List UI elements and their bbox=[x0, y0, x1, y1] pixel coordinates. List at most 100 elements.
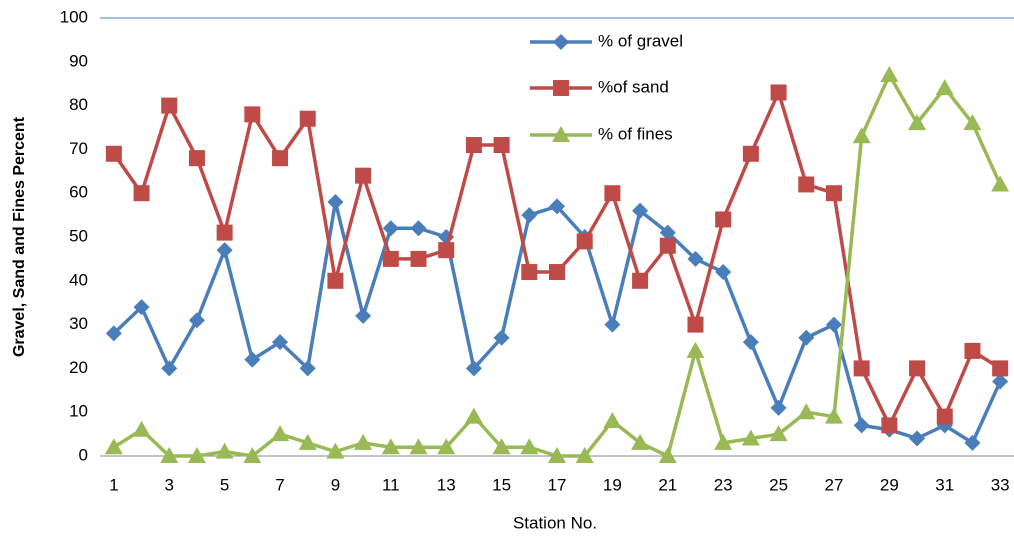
x-tick-label: 9 bbox=[331, 475, 340, 494]
x-tick-label: 13 bbox=[437, 475, 456, 494]
data-point bbox=[742, 334, 759, 351]
x-tick-label: 27 bbox=[825, 475, 844, 494]
legend-label: % of fines bbox=[598, 124, 673, 143]
data-point bbox=[521, 207, 538, 224]
x-tick-label: 25 bbox=[769, 475, 788, 494]
data-point bbox=[715, 264, 732, 281]
data-point bbox=[769, 425, 788, 442]
data-point bbox=[133, 185, 150, 202]
y-tick-label: 70 bbox=[69, 139, 88, 158]
data-point bbox=[825, 185, 842, 202]
data-point bbox=[604, 316, 621, 333]
data-point bbox=[355, 307, 372, 324]
x-tick-label: 11 bbox=[382, 475, 400, 494]
data-point bbox=[908, 114, 927, 131]
data-point bbox=[964, 342, 981, 359]
data-point bbox=[465, 137, 482, 154]
data-point bbox=[549, 198, 565, 215]
data-point bbox=[853, 417, 870, 434]
y-tick-label: 20 bbox=[69, 358, 88, 377]
data-point bbox=[909, 360, 926, 377]
x-tick-label: 1 bbox=[109, 475, 118, 494]
data-point bbox=[216, 242, 233, 259]
y-tick-label: 80 bbox=[69, 95, 88, 114]
data-point bbox=[160, 447, 179, 463]
data-point bbox=[465, 360, 482, 377]
data-point bbox=[161, 97, 178, 114]
data-point bbox=[243, 447, 262, 463]
x-tick-label: 29 bbox=[880, 475, 899, 494]
data-point bbox=[825, 316, 842, 333]
data-point bbox=[991, 175, 1010, 192]
data-point bbox=[272, 334, 289, 351]
data-point bbox=[215, 442, 234, 459]
data-point bbox=[355, 167, 372, 184]
data-point bbox=[659, 237, 676, 254]
data-point bbox=[604, 185, 621, 202]
x-tick-label: 15 bbox=[492, 475, 511, 494]
data-point bbox=[187, 447, 206, 463]
data-point bbox=[410, 220, 427, 237]
data-point bbox=[992, 360, 1009, 377]
data-point bbox=[382, 220, 399, 237]
data-point bbox=[493, 329, 510, 346]
data-point bbox=[992, 373, 1009, 390]
data-point bbox=[464, 407, 483, 424]
data-point bbox=[687, 316, 704, 333]
legend-marker bbox=[553, 80, 569, 96]
x-tick-label: 19 bbox=[603, 475, 622, 494]
y-tick-label: 30 bbox=[69, 314, 88, 333]
data-point bbox=[382, 250, 399, 267]
data-point bbox=[632, 272, 649, 289]
data-point bbox=[105, 145, 122, 162]
data-point bbox=[327, 193, 344, 210]
data-point bbox=[437, 438, 456, 455]
data-point bbox=[770, 399, 787, 416]
y-tick-label: 0 bbox=[79, 445, 88, 464]
data-point bbox=[936, 408, 953, 425]
y-tick-label: 90 bbox=[69, 51, 88, 70]
y-axis-title: Gravel, Sand and Fines Percent bbox=[11, 116, 28, 357]
data-point bbox=[770, 84, 787, 101]
data-point bbox=[798, 176, 815, 193]
data-point bbox=[410, 250, 427, 267]
data-point bbox=[659, 224, 676, 241]
data-point bbox=[216, 224, 233, 241]
data-point bbox=[714, 433, 733, 450]
data-point bbox=[658, 447, 677, 463]
x-tick-label: 31 bbox=[935, 475, 954, 494]
data-point bbox=[299, 110, 316, 127]
x-tick-label: 7 bbox=[275, 475, 284, 494]
x-tick-label: 21 bbox=[658, 475, 677, 494]
data-point bbox=[133, 299, 150, 316]
data-point bbox=[188, 312, 205, 329]
x-tick-label: 3 bbox=[165, 475, 174, 494]
y-tick-label: 10 bbox=[69, 402, 88, 421]
data-point bbox=[963, 114, 982, 131]
data-point bbox=[272, 150, 289, 167]
data-point bbox=[327, 272, 344, 289]
data-point bbox=[104, 438, 123, 455]
data-point bbox=[299, 360, 316, 377]
data-point bbox=[909, 430, 926, 447]
data-point bbox=[244, 106, 261, 123]
legend-label: % of gravel bbox=[598, 31, 683, 50]
x-tick-label: 5 bbox=[220, 475, 229, 494]
data-point bbox=[326, 442, 345, 459]
data-point bbox=[105, 325, 122, 342]
data-point bbox=[742, 145, 759, 162]
data-point bbox=[935, 79, 954, 96]
x-tick-label: 17 bbox=[548, 475, 567, 494]
data-point bbox=[409, 438, 428, 455]
data-point bbox=[824, 407, 843, 424]
legend-label: %of sand bbox=[598, 77, 669, 96]
data-point bbox=[492, 438, 511, 455]
y-tick-label: 50 bbox=[69, 226, 88, 245]
data-point bbox=[520, 438, 539, 455]
data-point bbox=[880, 65, 899, 82]
data-point bbox=[631, 433, 650, 450]
data-point bbox=[161, 360, 178, 377]
data-point bbox=[298, 433, 317, 450]
data-point bbox=[798, 329, 815, 346]
